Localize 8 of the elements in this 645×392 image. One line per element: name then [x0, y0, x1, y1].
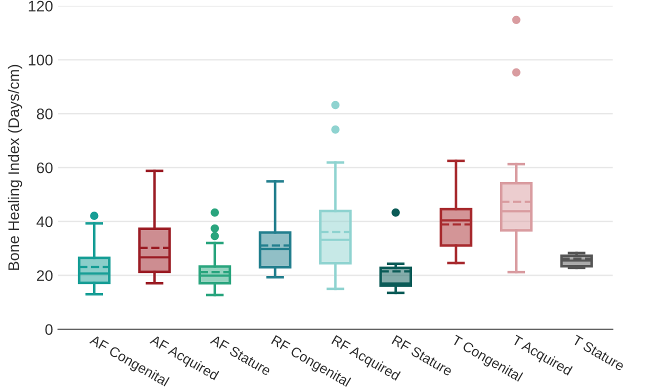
y-tick-label: 20: [36, 270, 53, 282]
y-tick-label: 0: [45, 324, 53, 335]
y-tick-label: 60: [36, 162, 53, 174]
y-tick-label: 40: [36, 216, 53, 228]
y-tick-label: 80: [36, 108, 53, 120]
y-tick-label: 120: [28, 0, 53, 12]
y-axis-title: Bone Healing Index (Days/cm): [8, 64, 22, 270]
y-tick-label: 100: [28, 54, 53, 66]
